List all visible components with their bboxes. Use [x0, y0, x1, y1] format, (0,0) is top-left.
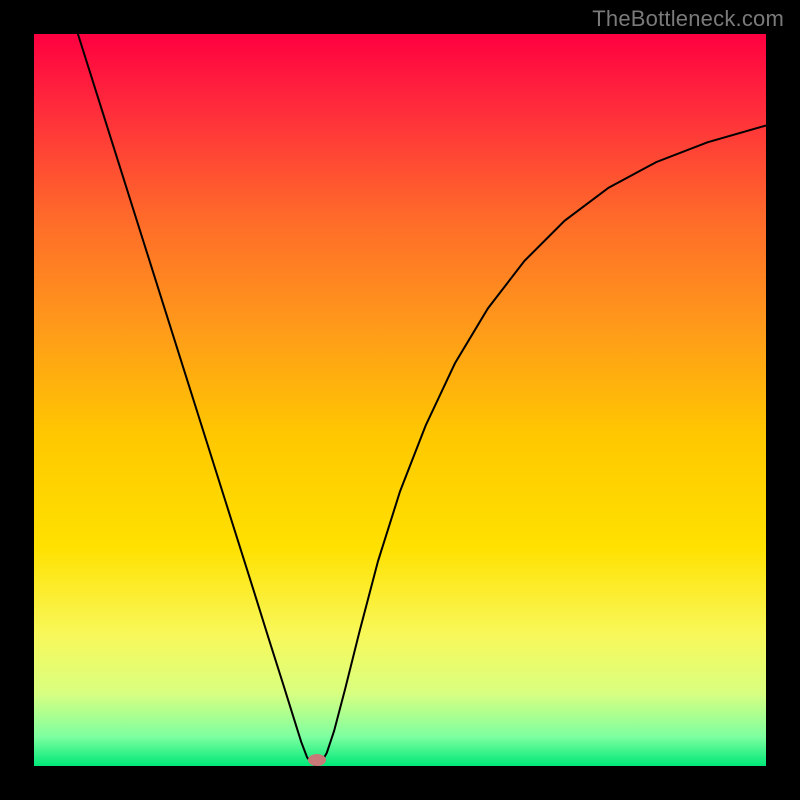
bottleneck-curve	[34, 34, 766, 766]
watermark-text: TheBottleneck.com	[592, 6, 784, 32]
chart-frame: TheBottleneck.com	[0, 0, 800, 800]
optimal-point-marker	[308, 754, 326, 766]
plot-area	[34, 34, 766, 766]
